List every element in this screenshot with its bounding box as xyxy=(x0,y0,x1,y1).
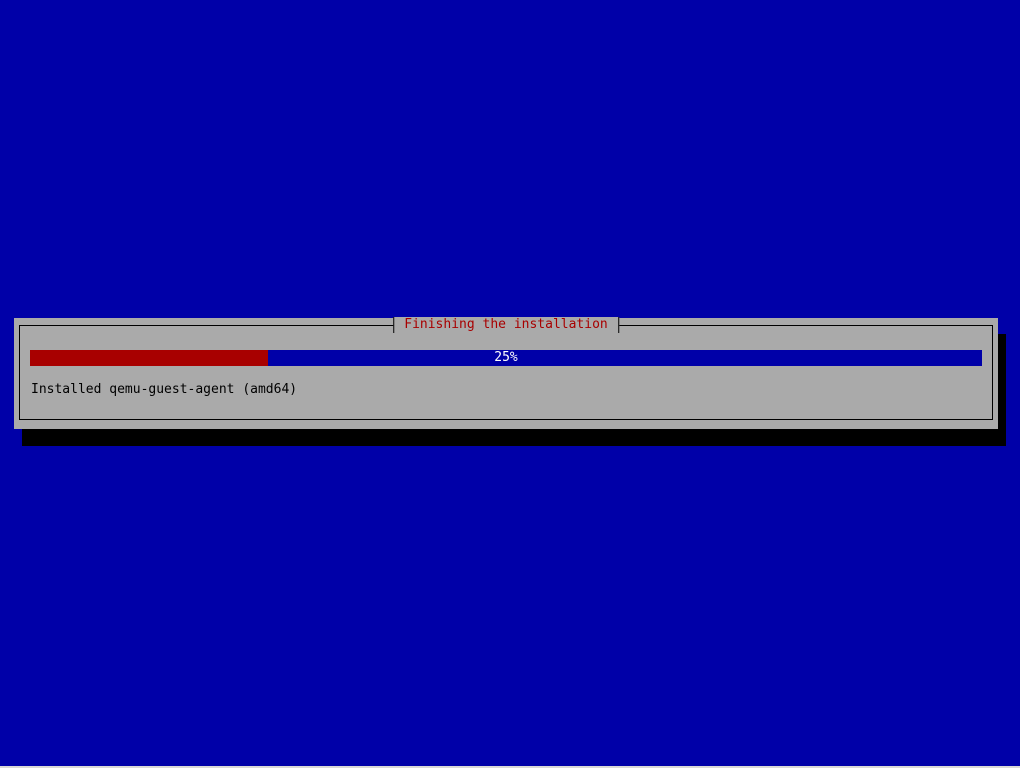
dialog-title: Finishing the installation xyxy=(393,317,619,333)
progress-bar: 25% xyxy=(30,350,982,366)
status-text: Installed qemu-guest-agent (amd64) xyxy=(31,382,298,397)
screen-edge xyxy=(0,766,1020,768)
progress-fill xyxy=(30,350,268,366)
dialog-frame: Finishing the installation xyxy=(19,317,993,420)
progress-dialog: Finishing the installation 25% Installed… xyxy=(14,317,998,429)
progress-percent: 25% xyxy=(494,350,518,365)
